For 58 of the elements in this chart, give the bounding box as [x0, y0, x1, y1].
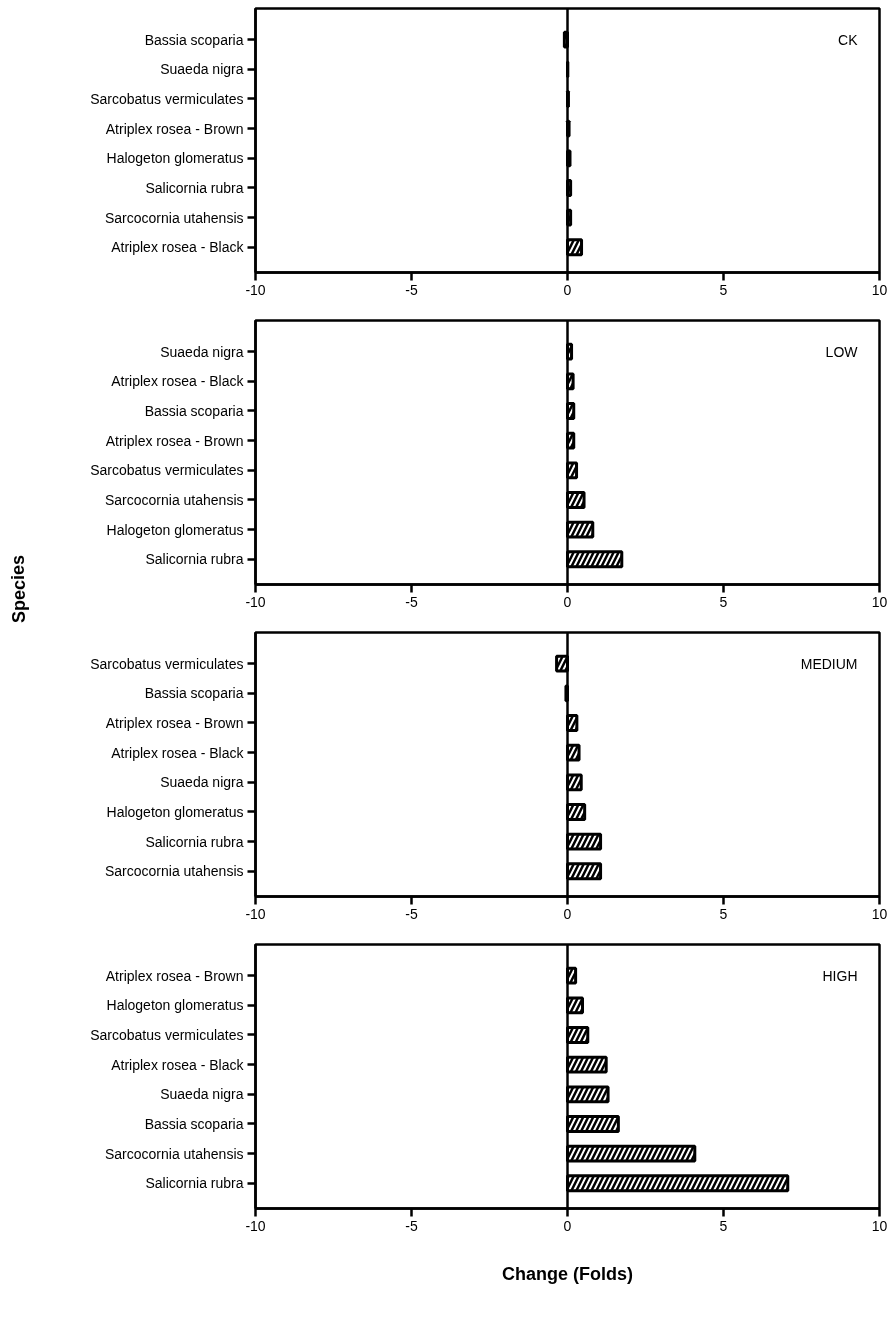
x-tick-label: 5 [719, 1217, 728, 1234]
y-tick-label: Sarcocornia utahensis [104, 863, 244, 880]
y-tick-label: Sarcocornia utahensis [104, 491, 244, 508]
y-tick-label: Atriplex rosea - Black [111, 373, 245, 390]
x-tick-label: 5 [719, 905, 728, 922]
x-tick-label: -5 [405, 905, 418, 922]
x-tick-label: 10 [871, 281, 888, 298]
y-tick-label: Halogeton glomeratus [106, 521, 244, 538]
y-tick-label: Suaeda nigra [160, 774, 244, 791]
x-tick-label: 0 [563, 1217, 572, 1234]
y-tick-label: Atriplex rosea - Brown [105, 714, 244, 731]
y-tick-label: Bassia scoparia [144, 402, 244, 419]
y-tick-label: Sarcobatus vermiculates [90, 90, 244, 107]
x-axis-title: Change (Folds) [502, 1263, 633, 1284]
text: HIGH [822, 967, 858, 984]
y-tick-label: Sarcobatus vermiculates [90, 1026, 244, 1043]
x-tick-label: -10 [245, 593, 266, 610]
x-tick-label: 5 [719, 281, 728, 298]
y-tick-label: Suaeda nigra [160, 343, 244, 360]
y-tick-label: Sarcobatus vermiculates [90, 655, 244, 672]
y-tick-label: Halogeton glomeratus [106, 997, 244, 1014]
y-tick-label: Suaeda nigra [160, 1086, 244, 1103]
x-tick-label: 5 [719, 593, 728, 610]
y-tick-label: Atriplex rosea - Brown [105, 967, 244, 984]
y-tick-label: Bassia scoparia [144, 1115, 244, 1132]
x-tick-label: -5 [405, 281, 418, 298]
x-tick-label: -5 [405, 593, 418, 610]
text: CK [838, 31, 859, 48]
text: LOW [825, 343, 859, 360]
x-tick-label: -10 [245, 1217, 266, 1234]
y-tick-label: Sarcocornia utahensis [104, 1145, 244, 1162]
x-tick-label: 10 [871, 593, 888, 610]
x-tick-label: 10 [871, 1217, 888, 1234]
y-tick-label: Salicornia rubra [145, 1175, 244, 1192]
y-tick-label: Halogeton glomeratus [106, 150, 244, 167]
y-tick-label: Salicornia rubra [145, 551, 244, 568]
x-tick-label: 10 [871, 905, 888, 922]
y-tick-label: Atriplex rosea - Black [111, 239, 245, 256]
y-tick-label: Atriplex rosea - Black [111, 1056, 245, 1073]
y-tick-label: Atriplex rosea - Brown [105, 432, 244, 449]
x-tick-label: 0 [563, 281, 572, 298]
y-tick-label: Suaeda nigra [160, 61, 244, 78]
text: MEDIUM [800, 655, 858, 672]
y-tick-label: Atriplex rosea - Black [111, 744, 245, 761]
x-tick-label: -10 [245, 281, 266, 298]
y-tick-label: Bassia scoparia [144, 685, 244, 702]
y-tick-label: Atriplex rosea - Brown [105, 120, 244, 137]
y-axis-title: Species [8, 555, 29, 624]
y-tick-label: Sarcobatus vermiculates [90, 462, 244, 479]
y-tick-label: Halogeton glomeratus [106, 803, 244, 820]
y-tick-label: Salicornia rubra [145, 833, 244, 850]
x-tick-label: -5 [405, 1217, 418, 1234]
y-tick-label: Salicornia rubra [145, 179, 244, 196]
x-tick-label: 0 [563, 593, 572, 610]
y-tick-label: Sarcocornia utahensis [104, 209, 244, 226]
y-tick-label: Bassia scoparia [144, 31, 244, 48]
x-tick-label: -10 [245, 905, 266, 922]
x-tick-label: 0 [563, 905, 572, 922]
